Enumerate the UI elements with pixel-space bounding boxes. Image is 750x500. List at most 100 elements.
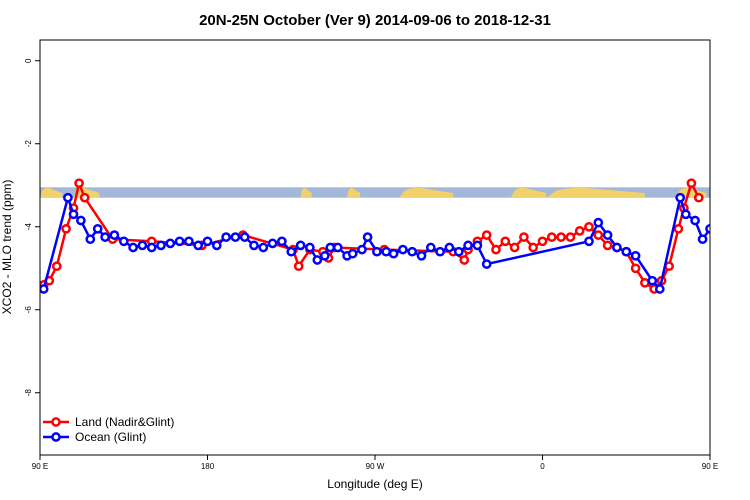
land-point [293,261,304,272]
ocean-point [680,209,691,220]
ocean-point [444,242,455,253]
land-point [61,223,71,234]
ocean-point [654,284,665,294]
ocean-point [258,242,269,253]
ocean-point [347,248,358,259]
land-point [459,255,470,265]
ocean-point [63,192,73,203]
ocean-point [398,244,408,255]
land-patch [73,187,100,198]
ocean-point [312,255,323,265]
ocean-point [725,232,732,239]
ocean-point [295,240,306,251]
ocean-point [593,217,604,228]
land-point [500,236,511,247]
ocean-point [357,244,367,255]
ocean-point [675,192,686,203]
ocean-point [435,246,445,257]
ocean-point [630,250,641,261]
y-tick-label: -2 [24,140,33,148]
legend-land-label: Land (Nadir&Glint) [75,415,174,429]
land-point [574,226,585,236]
y-tick-label: -6 [24,306,33,314]
ocean-point [85,234,96,245]
land-patch [40,187,63,198]
ocean-point [193,240,204,251]
ocean-point [68,209,79,220]
legend-land-marker [51,417,61,427]
ocean-point [744,244,750,251]
ocean-point [697,234,708,245]
ocean-point [481,259,492,269]
x-axis-label: Longitude (deg E) [327,477,422,491]
land-point [519,232,529,242]
ocean-point [184,236,194,247]
land-point [693,192,704,203]
x-tick-label: 90 E [32,462,48,471]
land-point [51,261,62,272]
ocean-series [40,192,750,294]
land-point [673,223,684,234]
ocean-point [472,240,483,251]
ocean-point [277,236,287,247]
ocean-point [146,242,157,253]
land-point [546,232,557,242]
ocean-point [118,236,129,247]
ocean-point [612,242,622,253]
ocean-point [202,236,213,247]
ocean-point [286,246,297,257]
ocean-point [230,232,241,242]
ocean-point [381,246,392,257]
land-patch [300,187,312,198]
ocean-point [319,250,330,261]
land-patch [546,187,645,198]
land-point [630,263,641,274]
land-patch [399,187,454,198]
ocean-point [453,246,464,257]
land-point [481,230,492,240]
land-point [602,240,613,251]
land-point [593,230,604,240]
ocean-point [716,234,723,241]
ocean-point [137,240,148,251]
chart-title: 20N-25N October (Ver 9) 2014-09-06 to 20… [199,12,551,29]
ocean-point [92,223,103,234]
y-axis: 0 -2 -4 -6 -8 [24,58,40,396]
x-tick-label: 0 [540,462,545,471]
land-point [640,277,650,288]
x-axis: 90 E 180 90 W 0 90 E [32,455,718,471]
land-point [686,178,697,189]
ocean-point [705,223,710,234]
ocean-point [425,242,436,253]
ocean-point [602,230,613,240]
series-layer [40,178,750,294]
land-point [74,178,84,189]
ocean-point [156,240,166,251]
land-patch [510,187,547,198]
y-tick-label: 0 [24,58,33,63]
land-point [79,192,90,203]
land-point [584,221,594,232]
ocean-point [325,242,336,253]
ocean-point [463,240,473,251]
y-tick-label: -8 [24,389,33,397]
ocean-band [40,187,710,198]
land-patch [347,187,361,198]
ocean-point [211,240,222,251]
legend-ocean-marker [51,432,61,442]
ocean-point [416,250,427,261]
ocean-point [621,246,632,257]
ocean-point [174,236,185,247]
land-point [509,242,520,253]
legend: Land (Nadir&Glint)Ocean (Glint) [43,415,174,444]
land-point [491,244,501,255]
ocean-point [407,246,418,257]
ocean-point [372,246,382,257]
ocean-point [128,242,138,253]
ocean-point [267,238,278,249]
land-point [565,232,576,242]
land-ocean-map-band [40,187,710,198]
ocean-point [584,236,594,247]
ocean-point [249,240,259,251]
